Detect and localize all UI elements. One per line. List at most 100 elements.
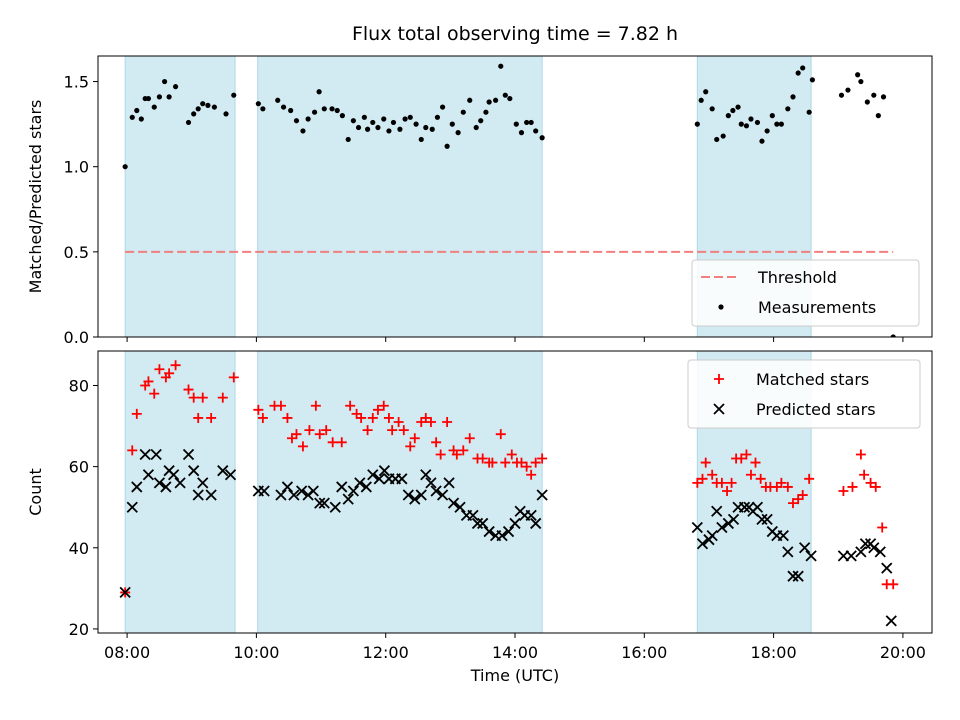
measurement-point <box>449 121 455 127</box>
measurement-point <box>172 84 179 90</box>
measurement-point <box>402 116 408 122</box>
matched-star-point <box>537 453 548 464</box>
y-tick-label: 0.5 <box>64 243 89 262</box>
predicted-star-point <box>471 517 484 530</box>
predicted-star-point <box>182 448 195 461</box>
matched-star-point <box>458 445 469 456</box>
predicted-star-point <box>727 513 740 526</box>
measurement-point <box>759 138 765 144</box>
legend-bottom: Matched stars Predicted stars <box>687 359 921 429</box>
measurement-point <box>231 92 237 98</box>
matched-star-point <box>314 429 325 440</box>
predicted-star-point <box>409 493 421 505</box>
predicted-star-point <box>281 481 294 493</box>
predicted-star-point <box>738 501 751 513</box>
matched-star-point <box>776 477 787 488</box>
matched-star-point <box>526 469 537 480</box>
matched-star-point <box>149 388 160 399</box>
measurement-point <box>280 104 287 110</box>
measurement-point <box>444 143 450 149</box>
predicted-star-point <box>483 525 495 538</box>
measurement-point <box>493 97 499 103</box>
measurement-point <box>423 124 429 131</box>
measurement-point <box>703 89 709 95</box>
measurement-point <box>735 104 741 110</box>
matched-star-point <box>367 412 378 423</box>
measurement-point <box>858 78 864 85</box>
matched-star-point <box>383 412 394 423</box>
predicted-star-point <box>205 489 217 501</box>
y-tick-label: 1.0 <box>64 158 89 177</box>
predicted-star-point <box>496 529 508 542</box>
predicted-star-point <box>454 501 466 513</box>
measurement-point <box>855 72 861 78</box>
predicted-star-point <box>443 477 455 489</box>
measurement-point <box>311 109 318 115</box>
measurement-point <box>255 101 261 107</box>
matched-star-point <box>310 400 321 411</box>
matched-star-point <box>859 469 870 480</box>
predicted-star-point <box>430 485 442 497</box>
matched-star-point <box>297 441 308 452</box>
predicted-star-point <box>799 542 811 554</box>
matched-star-point <box>707 469 718 480</box>
measurement-point <box>800 65 806 71</box>
measurement-point <box>191 111 197 117</box>
matched-star-point <box>451 449 462 460</box>
measurement-point <box>714 136 720 143</box>
matched-star-point <box>193 412 204 423</box>
predicted-star-point <box>354 477 366 489</box>
figure-title: Flux total observing time = 7.82 h <box>352 23 678 45</box>
measurement-point <box>166 94 172 100</box>
matched-star-point <box>506 449 517 460</box>
measurement-point <box>205 102 211 108</box>
measurement-point <box>418 136 424 143</box>
predicted-star-point <box>258 485 270 497</box>
predicted-star-point <box>502 525 515 538</box>
measurement-point <box>345 136 351 143</box>
observing-window-shade <box>124 351 236 633</box>
measurement-point <box>397 126 403 132</box>
predicted-star-point <box>168 469 180 481</box>
matched-star-point <box>345 400 356 411</box>
matched-star-point <box>838 485 849 496</box>
matched-star-point <box>131 408 142 419</box>
measurement-point <box>513 121 519 127</box>
predicted-star-point <box>139 448 151 461</box>
measurement-point <box>533 128 539 134</box>
predicted-star-point <box>342 493 354 505</box>
bottom-axes: 20 40 60 80 08:00 10:00 12:00 14:00 16:00 18:00 20… <box>26 350 933 685</box>
matched-star-point <box>741 449 752 460</box>
legend-predicted-label: Predicted stars <box>756 400 876 419</box>
matched-star-point <box>431 437 442 448</box>
measurement-point <box>386 128 392 134</box>
matched-star-point <box>253 404 264 415</box>
predicted-star-point <box>761 513 773 526</box>
measurement-point <box>864 99 870 105</box>
measurement-point <box>350 118 356 124</box>
matched-star-point <box>782 481 793 492</box>
matched-star-point <box>487 457 498 468</box>
measurement-point <box>725 113 731 119</box>
measurement-point <box>334 107 340 114</box>
matched-star-point <box>127 445 138 456</box>
matched-star-point <box>336 437 347 448</box>
predicted-star-point <box>119 586 131 599</box>
legend-measurement-swatch <box>718 304 724 310</box>
predicted-star-point <box>188 465 200 477</box>
predicted-star-point <box>150 448 162 461</box>
measurement-point <box>738 121 744 127</box>
predicted-star-point <box>275 489 287 501</box>
measurement-point <box>300 128 306 134</box>
predicted-star-point <box>855 546 867 558</box>
measurement-point <box>809 77 815 83</box>
matched-star-point <box>372 404 383 415</box>
predicted-star-point <box>318 497 330 509</box>
measurement-point <box>871 92 877 98</box>
measurement-point <box>293 118 300 124</box>
matched-star-point <box>726 477 737 488</box>
y-tick-label: 80 <box>69 376 89 395</box>
predicted-star-point <box>868 542 880 554</box>
predicted-star-point <box>126 501 138 513</box>
predicted-star-point <box>805 550 817 562</box>
